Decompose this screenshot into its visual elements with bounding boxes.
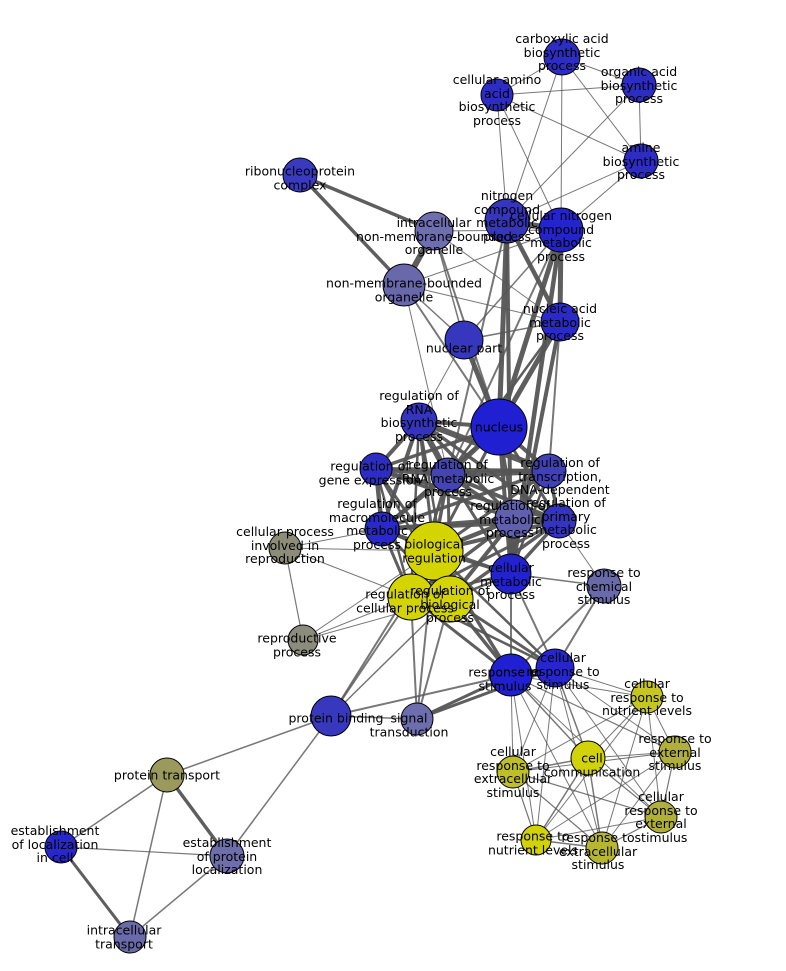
graph-edge xyxy=(601,751,676,849)
graph-edge xyxy=(510,674,537,841)
graph-node-establishment-of-localization-in-cell[interactable] xyxy=(44,830,78,864)
graph-node-cellular-response-to-external-stimulus[interactable] xyxy=(644,800,678,834)
graph-edge xyxy=(510,674,676,753)
graph-edge xyxy=(535,751,676,841)
graph-node-cellular-process-involved-in-reproduction[interactable] xyxy=(268,531,302,565)
graph-node-response-to-stimulus[interactable] xyxy=(489,653,533,697)
graph-node-signal-transduction[interactable] xyxy=(400,702,434,736)
graph-node-reproductive-process[interactable] xyxy=(287,624,319,656)
graph-edge xyxy=(446,320,562,477)
graph-edge xyxy=(601,696,648,849)
graph-node-intracellular-transport[interactable] xyxy=(113,920,147,954)
graph-node-biological-regulation[interactable] xyxy=(404,521,464,581)
graph-node-cellular-amino-acid-biosynthetic-process[interactable] xyxy=(480,78,514,112)
graph-edge xyxy=(512,696,648,773)
graph-edge xyxy=(561,56,642,162)
graph-edge xyxy=(506,160,642,222)
graph-edge xyxy=(496,94,562,231)
graph-edge xyxy=(129,855,228,938)
graph-edge xyxy=(330,674,512,717)
graph-node-response-to-chemical-stimulus[interactable] xyxy=(586,568,622,604)
nodes-layer xyxy=(44,38,692,954)
graph-node-cellular-nitrogen-compound-metabolic-process[interactable] xyxy=(538,207,584,253)
graph-node-regulation-of-transcription-dna-dependent[interactable] xyxy=(531,453,567,489)
graph-node-response-to-external-stimulus[interactable] xyxy=(658,735,692,769)
graph-edge xyxy=(330,598,451,717)
graph-node-carboxylic-acid-biosynthetic-process[interactable] xyxy=(543,38,581,76)
graph-edge xyxy=(510,674,603,849)
graph-edge xyxy=(554,667,676,753)
graph-node-nucleus[interactable] xyxy=(470,398,528,456)
graph-edge xyxy=(330,596,412,717)
graph-edge xyxy=(496,227,564,430)
graph-node-cellular-metabolic-process[interactable] xyxy=(490,553,532,595)
graph-node-nuclear-part[interactable] xyxy=(444,320,484,360)
graph-edge xyxy=(646,696,662,818)
graph-edge xyxy=(60,846,228,857)
graph-node-nucleic-acid-metabolic-process[interactable] xyxy=(540,302,580,342)
graph-node-cellular-response-to-stimulus[interactable] xyxy=(535,648,575,688)
graph-edge xyxy=(403,284,561,323)
graph-edge xyxy=(298,173,406,287)
graph-edge xyxy=(548,321,561,472)
graph-edge xyxy=(166,715,332,776)
graph-node-organic-acid-biosynthetic-process[interactable] xyxy=(621,67,657,103)
graph-edge xyxy=(512,771,662,818)
graph-edge xyxy=(463,229,562,341)
graph-edge xyxy=(560,56,563,231)
graph-node-response-to-nutrient-levels[interactable] xyxy=(520,824,552,856)
graph-node-cell-communication[interactable] xyxy=(570,740,606,776)
graph-edge xyxy=(415,666,557,721)
graph-edge xyxy=(510,674,648,698)
edges-layer xyxy=(59,56,676,939)
graph-edge xyxy=(535,816,662,841)
graph-edge xyxy=(60,774,168,848)
graph-node-protein-transport[interactable] xyxy=(149,757,185,793)
graph-edge xyxy=(506,56,563,222)
graph-edge xyxy=(59,845,132,939)
graph-node-regulation-of-gene-expression[interactable] xyxy=(359,452,393,486)
graph-edge xyxy=(298,173,436,233)
graph-node-cellular-response-to-nutrient-levels[interactable] xyxy=(630,680,664,714)
graph-node-cellular-response-to-extracellular-stimulus[interactable] xyxy=(496,755,530,789)
graph-edge xyxy=(512,771,603,849)
graph-node-ribonucleoprotein-complex[interactable] xyxy=(282,157,318,193)
graph-edge xyxy=(403,229,562,286)
graph-node-regulation-of-biological-process[interactable] xyxy=(426,575,474,623)
graph-node-regulation-of-rna-biosynthetic-process[interactable] xyxy=(400,402,438,440)
graph-edge xyxy=(496,94,642,162)
graph-node-amine-biosynthetic-process[interactable] xyxy=(623,143,659,179)
graph-node-establishment-of-protein-localization[interactable] xyxy=(209,838,245,874)
graph-edge xyxy=(446,473,561,523)
graph-node-response-to-extracellular-stimulus[interactable] xyxy=(585,831,619,865)
graph-node-regulation-of-rna-metabolic-process[interactable] xyxy=(430,457,466,493)
graph-edge xyxy=(506,84,640,222)
graph-edge xyxy=(433,230,561,323)
graph-node-intracellular-non-membrane-bounded-organelle[interactable] xyxy=(414,211,454,251)
graph-edge xyxy=(447,229,562,476)
graph-node-regulation-of-metabolic-process[interactable] xyxy=(494,499,534,539)
graph-edge xyxy=(129,774,168,938)
graph-edge xyxy=(496,84,640,96)
graph-node-regulation-of-macromolecule-metabolic-process[interactable] xyxy=(364,511,400,547)
graph-node-regulation-of-primary-metabolic-process[interactable] xyxy=(541,503,577,539)
graph-node-nitrogen-compound-metabolic-process[interactable] xyxy=(484,198,530,244)
graph-edge xyxy=(226,715,332,857)
graph-edge xyxy=(554,667,662,818)
graph-node-non-membrane-bounded-organelle[interactable] xyxy=(382,263,426,307)
graph-node-protein-binding[interactable] xyxy=(310,695,352,737)
